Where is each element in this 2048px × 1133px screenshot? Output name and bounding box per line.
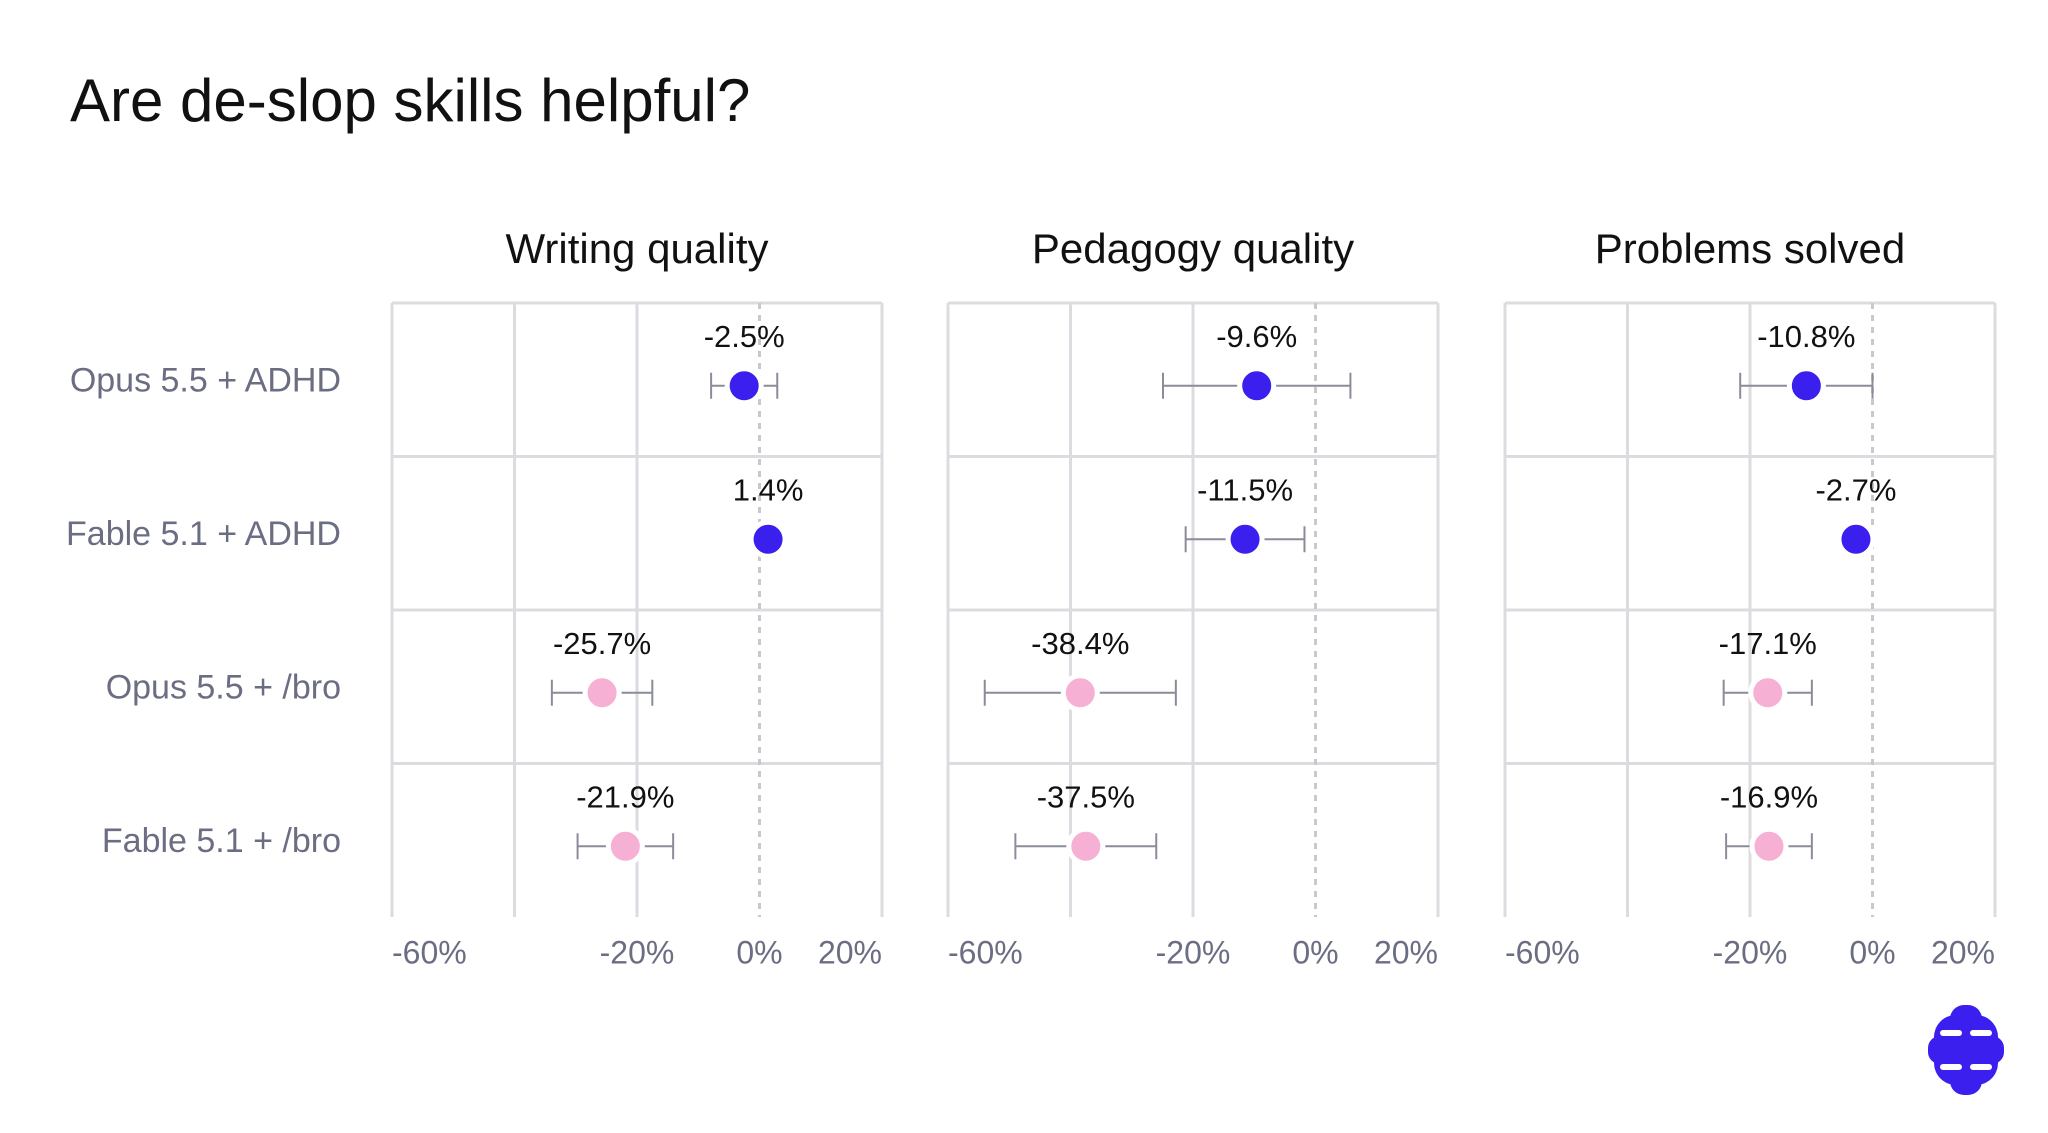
value-label: -2.5% (704, 319, 785, 354)
value-label: -16.9% (1720, 779, 1818, 814)
value-label: -38.4% (1031, 626, 1129, 661)
value-label: -17.1% (1719, 626, 1817, 661)
chart-title: Are de-slop skills helpful? (70, 67, 750, 134)
dot (724, 366, 764, 406)
dot (1066, 826, 1106, 866)
panel-title: Writing quality (506, 225, 769, 272)
x-tick-label: -20% (600, 934, 675, 970)
dot (748, 519, 788, 559)
panel-title: Pedagogy quality (1032, 225, 1354, 272)
dot (1836, 519, 1876, 559)
dot (605, 826, 645, 866)
x-tick-label: -60% (948, 934, 1023, 970)
value-label: -21.9% (576, 779, 674, 814)
value-label: -11.5% (1197, 472, 1293, 507)
x-tick-label: 20% (1374, 934, 1438, 970)
dot (1225, 519, 1265, 559)
dot (1786, 366, 1826, 406)
x-tick-label: 0% (736, 934, 782, 970)
x-tick-label: 20% (818, 934, 882, 970)
dot (1748, 673, 1788, 713)
panel-title: Problems solved (1595, 225, 1905, 272)
x-tick-label: -60% (392, 934, 467, 970)
value-label: 1.4% (733, 472, 804, 507)
value-label: -9.6% (1216, 319, 1297, 354)
row-label: Opus 5.5 + /bro (106, 669, 341, 707)
x-tick-label: 0% (1849, 934, 1895, 970)
value-label: -2.7% (1815, 472, 1896, 507)
x-tick-label: 20% (1931, 934, 1995, 970)
dot (1060, 673, 1100, 713)
row-label: Fable 5.1 + /bro (102, 822, 341, 860)
x-tick-label: -20% (1156, 934, 1231, 970)
value-label: -37.5% (1037, 779, 1135, 814)
row-label: Fable 5.1 + ADHD (66, 515, 341, 553)
row-label: Opus 5.5 + ADHD (70, 362, 341, 400)
value-label: -25.7% (553, 626, 651, 661)
dot (1749, 826, 1789, 866)
x-tick-label: 0% (1292, 934, 1338, 970)
logo-cuts (1940, 1030, 1992, 1070)
dot (582, 673, 622, 713)
value-label: -10.8% (1757, 319, 1855, 354)
x-tick-label: -20% (1713, 934, 1788, 970)
dot (1237, 366, 1277, 406)
x-tick-label: -60% (1505, 934, 1580, 970)
logo (1928, 1005, 2004, 1095)
